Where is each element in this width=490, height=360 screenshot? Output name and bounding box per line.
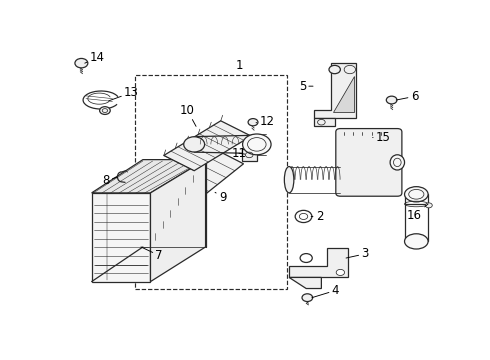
Text: 2: 2 (311, 210, 323, 223)
Text: 6: 6 (396, 90, 418, 103)
Text: 7: 7 (141, 247, 163, 262)
Circle shape (302, 294, 313, 302)
Text: 13: 13 (109, 86, 139, 101)
Ellipse shape (405, 186, 428, 202)
Polygon shape (314, 118, 335, 126)
Polygon shape (333, 76, 354, 112)
Text: 12: 12 (256, 115, 274, 128)
Circle shape (336, 269, 344, 275)
Polygon shape (289, 248, 348, 278)
Ellipse shape (284, 167, 294, 193)
Text: 1: 1 (236, 59, 244, 72)
Polygon shape (242, 149, 257, 161)
Polygon shape (150, 159, 206, 282)
Text: 9: 9 (215, 190, 226, 203)
FancyBboxPatch shape (336, 129, 402, 196)
Circle shape (300, 253, 312, 262)
Text: 11: 11 (231, 147, 246, 160)
Circle shape (295, 210, 312, 222)
Text: 3: 3 (346, 247, 369, 260)
Circle shape (75, 58, 88, 68)
Ellipse shape (243, 134, 271, 155)
Text: 16: 16 (407, 204, 428, 222)
Ellipse shape (184, 137, 205, 152)
Circle shape (99, 107, 110, 114)
Circle shape (425, 203, 432, 208)
Ellipse shape (390, 155, 405, 170)
Text: 5: 5 (299, 80, 313, 93)
Circle shape (329, 66, 341, 74)
Ellipse shape (405, 234, 428, 249)
Polygon shape (92, 193, 150, 282)
Text: 4: 4 (312, 284, 339, 298)
Circle shape (248, 118, 258, 126)
Polygon shape (314, 63, 356, 118)
Polygon shape (143, 144, 244, 212)
Text: 15: 15 (372, 131, 391, 144)
Polygon shape (92, 159, 206, 193)
Text: 10: 10 (180, 104, 196, 126)
Circle shape (344, 66, 356, 74)
Polygon shape (164, 121, 251, 171)
Polygon shape (289, 278, 321, 288)
Circle shape (386, 96, 397, 104)
Text: 8: 8 (102, 174, 118, 187)
Text: 14: 14 (85, 51, 105, 64)
